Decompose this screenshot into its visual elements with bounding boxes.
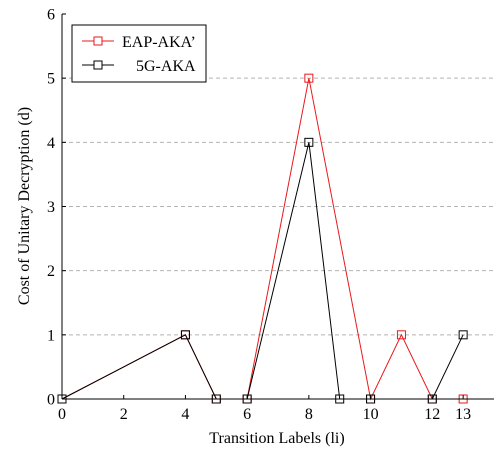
series-layer	[57, 73, 468, 404]
x-tick-label: 13	[455, 406, 471, 423]
data-point	[458, 330, 468, 340]
x-tick-label: 8	[305, 406, 313, 423]
legend-marker-eap-aka	[93, 36, 103, 46]
x-tick-label: 0	[58, 406, 66, 423]
legend-box	[71, 24, 207, 83]
series-line	[61, 142, 464, 400]
y-tick-label: 2	[47, 263, 55, 280]
y-tick-label: 4	[47, 135, 55, 152]
x-tick-label: 2	[120, 406, 128, 423]
legend-label-5g-aka: 5G-AKA	[136, 58, 196, 75]
data-point	[396, 330, 406, 340]
legend-label-eap-aka: EAP-AKA’	[122, 34, 196, 51]
grid	[62, 77, 494, 336]
x-axis-label: Transition Labels (li)	[209, 430, 344, 447]
data-point	[304, 137, 314, 147]
x-tick-label: 6	[243, 406, 251, 423]
y-tick-label: 1	[47, 327, 55, 344]
legend: EAP-AKA’ 5G-AKA	[71, 24, 207, 83]
data-point	[304, 73, 314, 83]
y-tick-label: 0	[47, 392, 55, 409]
series-eap-aka	[57, 73, 468, 404]
series-line	[61, 78, 464, 401]
x-tick-label: 10	[363, 406, 379, 423]
legend-marker-5g-aka	[93, 60, 103, 70]
y-tick-label: 3	[47, 199, 55, 216]
data-point	[180, 330, 190, 340]
x-tick-label: 4	[181, 406, 189, 423]
x-tick-label: 12	[424, 406, 440, 423]
y-tick-label: 5	[47, 71, 55, 88]
y-tick-label: 6	[47, 7, 55, 24]
y-axis-label: Cost of Unitary Decryption (d)	[16, 107, 33, 305]
